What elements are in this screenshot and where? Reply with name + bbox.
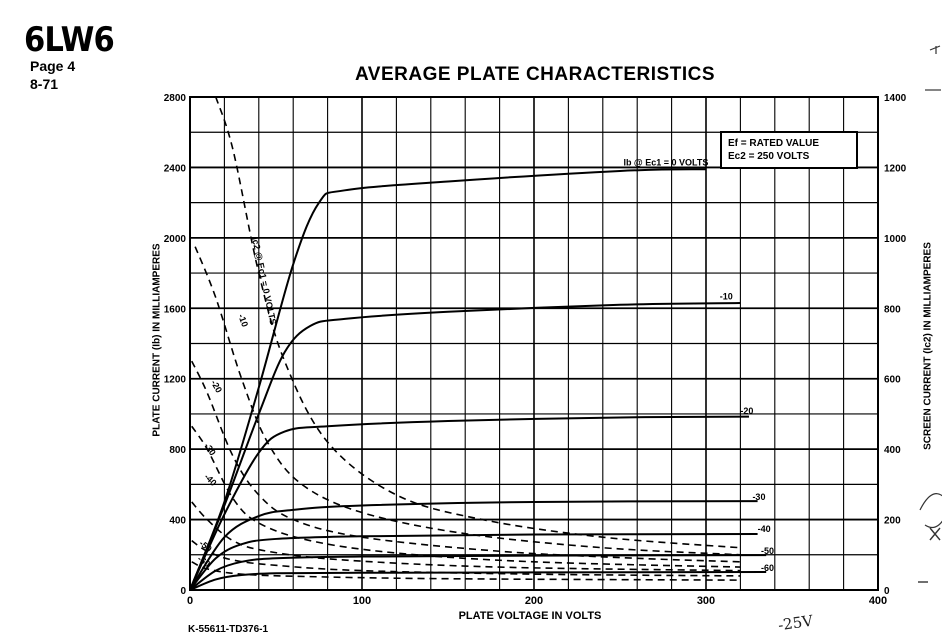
screen-curve-label: Ic2 @ Ec1 = 0 VOLTS <box>250 236 278 326</box>
screen-curve <box>191 425 741 568</box>
screen-curve <box>191 540 741 577</box>
chart-grid <box>189 96 879 591</box>
plate-curve <box>189 554 767 591</box>
screen-curve-label: -10 <box>236 313 250 329</box>
x-tick-label: 0 <box>187 595 193 607</box>
plate-curve-label: -40 <box>758 524 771 534</box>
screen-curve-label: -40 <box>202 472 218 488</box>
screen-curve <box>191 360 741 563</box>
y-tick-label: 0 <box>180 586 186 597</box>
x-axis-label: PLATE VOLTAGE IN VOLTS <box>458 610 602 622</box>
x-tick-label: 100 <box>353 595 371 607</box>
legend-screen-voltage: Ec2 = 250 VOLTS <box>728 151 810 162</box>
page-number: Page 4 <box>30 58 76 74</box>
screen-curve <box>215 96 741 549</box>
y-axis-label: PLATE CURRENT (Ib) IN MILLIAMPERES <box>151 243 163 437</box>
tube-type: 6LW6 <box>24 20 115 60</box>
legend-filament: Ef = RATED VALUE <box>728 138 820 149</box>
chart-series <box>189 96 767 591</box>
screen-curve-label: -30 <box>202 441 218 457</box>
y-tick-label: 1600 <box>164 304 187 315</box>
plate-curve <box>189 415 750 591</box>
plate-curve-label: -60 <box>761 563 774 573</box>
y-tick-label-right: 0 <box>884 586 890 597</box>
plate-curve-label: -50 <box>761 546 774 556</box>
screen-curve <box>191 561 741 581</box>
y-tick-label-right: 200 <box>884 516 901 527</box>
plot-frame <box>189 96 879 591</box>
chart-axes <box>189 96 879 591</box>
y-tick-label-right: 1400 <box>884 93 907 104</box>
y-tick-label: 2800 <box>164 93 187 104</box>
y-tick-label: 400 <box>169 516 186 527</box>
x-tick-label: 400 <box>869 595 887 607</box>
plate-curve-label: -20 <box>740 406 753 416</box>
screen-curve-label: -20 <box>209 378 224 394</box>
plate-curve <box>189 533 758 591</box>
tick-labels: 0 100 200 300 400040080012001600200024002800… <box>164 93 907 607</box>
plate-curve-label: Ib @ Ec1 = 0 VOLTS <box>623 158 708 168</box>
y-tick-label-right: 600 <box>884 375 901 386</box>
y-tick-label-right: 400 <box>884 445 901 456</box>
y-tick-label-right: 800 <box>884 304 901 315</box>
y-tick-label-right: 1000 <box>884 234 907 245</box>
document-date: 8-71 <box>30 76 59 92</box>
plate-curve <box>189 571 767 591</box>
margin-scribbles <box>918 45 942 583</box>
plate-curve <box>189 302 741 591</box>
drawing-code: K-55611-TD376-1 <box>188 624 269 635</box>
y-tick-label: 800 <box>169 445 186 456</box>
plate-curve-label: -30 <box>752 492 765 502</box>
screen-curve <box>194 246 741 556</box>
y-tick-label-right: 1200 <box>884 163 907 174</box>
x-tick-label: 300 <box>697 595 715 607</box>
screen-curve <box>191 501 741 572</box>
y-tick-label: 2400 <box>164 163 187 174</box>
y-tick-label: 2000 <box>164 234 187 245</box>
x-tick-label: 200 <box>525 595 543 607</box>
plate-curve <box>189 500 758 591</box>
conditions-legend: Ef = RATED VALUE Ec2 = 250 VOLTS <box>720 131 858 169</box>
chart-title: AVERAGE PLATE CHARACTERISTICS <box>354 64 716 85</box>
plate-curve-label: -10 <box>720 291 733 301</box>
y-tick-label: 1200 <box>164 375 187 386</box>
